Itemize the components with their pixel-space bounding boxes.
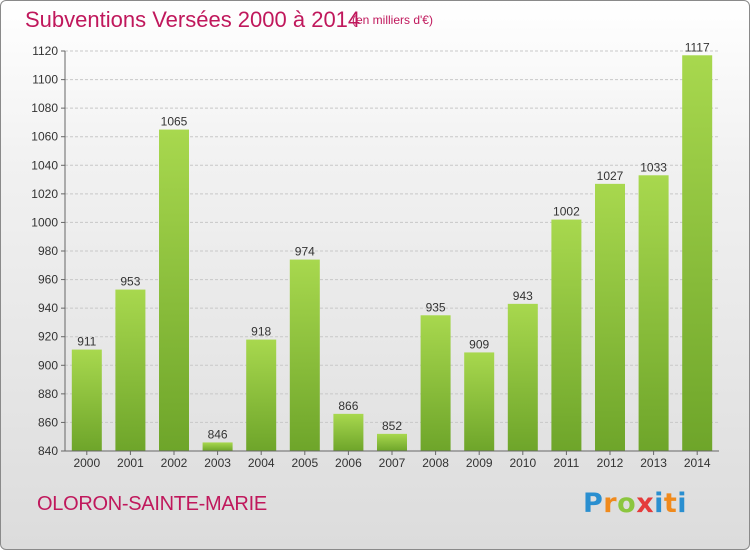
x-tick-label: 2000: [73, 456, 100, 470]
bar: [595, 183, 625, 451]
y-tick-label: 1000: [31, 215, 58, 229]
y-tick-label: 840: [38, 444, 58, 458]
y-tick-label: 1040: [31, 158, 58, 172]
bar-value-label: 1002: [553, 205, 580, 219]
x-tick-label: 2013: [640, 456, 667, 470]
x-tick-label: 2005: [291, 456, 318, 470]
x-tick-label: 2004: [248, 456, 275, 470]
bar: [246, 339, 277, 451]
bar-value-label: 846: [208, 427, 228, 441]
bar: [115, 289, 146, 451]
bar: [289, 259, 320, 451]
chart-subtitle: (en milliers d'€): [352, 13, 433, 27]
bar-value-label: 909: [469, 337, 489, 351]
bar: [71, 349, 102, 451]
bar: [507, 303, 538, 451]
x-tick-label: 2009: [466, 456, 493, 470]
bar: [420, 315, 451, 451]
y-tick-label: 980: [38, 244, 58, 258]
x-tick-label: 2006: [335, 456, 362, 470]
bar-value-label: 953: [120, 275, 140, 289]
x-tick-label: 2014: [684, 456, 711, 470]
y-tick-label: 900: [38, 358, 58, 372]
x-tick-label: 2008: [422, 456, 449, 470]
bar: [464, 352, 495, 451]
y-tick-label: 1020: [31, 187, 58, 201]
bar-value-label: 1027: [597, 169, 624, 183]
bar-value-label: 918: [251, 325, 271, 339]
y-tick-label: 920: [38, 330, 58, 344]
bar: [159, 129, 189, 452]
bar-value-label: 911: [77, 335, 96, 349]
bar: [333, 413, 364, 451]
bar-value-label: 974: [295, 245, 315, 259]
bar: [682, 55, 713, 452]
x-tick-label: 2002: [161, 456, 188, 470]
y-tick-label: 960: [38, 273, 58, 287]
y-tick-label: 1120: [32, 44, 58, 58]
chart-title: Subventions Versées 2000 à 2014: [25, 7, 361, 32]
x-tick-label: 2003: [204, 456, 231, 470]
x-tick-label: 2001: [117, 456, 144, 470]
bar: [551, 219, 582, 451]
y-tick-label: 1100: [32, 73, 58, 87]
x-tick-label: 2007: [379, 456, 406, 470]
bar-value-label: 943: [513, 289, 533, 303]
x-tick-label: 2011: [553, 456, 579, 470]
y-tick-label: 1080: [31, 101, 58, 115]
y-tick-label: 880: [38, 387, 58, 401]
bar-value-label: 1065: [161, 115, 188, 129]
y-tick-label: 940: [38, 301, 58, 315]
bar: [638, 175, 669, 452]
y-tick-label: 1060: [31, 130, 58, 144]
proxiti-logo[interactable]: Proxiti: [583, 488, 688, 519]
x-tick-label: 2012: [597, 456, 624, 470]
bar-value-label: 1117: [685, 40, 710, 54]
y-tick-label: 860: [38, 415, 58, 429]
bar-value-label: 852: [382, 419, 402, 433]
bar: [202, 442, 233, 451]
bar: [377, 433, 407, 451]
bar-value-label: 1033: [640, 160, 667, 174]
commune-name: OLORON-SAINTE-MARIE: [37, 493, 267, 515]
bar-value-label: 866: [338, 399, 358, 413]
bar-value-label: 935: [426, 300, 446, 314]
x-tick-label: 2010: [509, 456, 536, 470]
